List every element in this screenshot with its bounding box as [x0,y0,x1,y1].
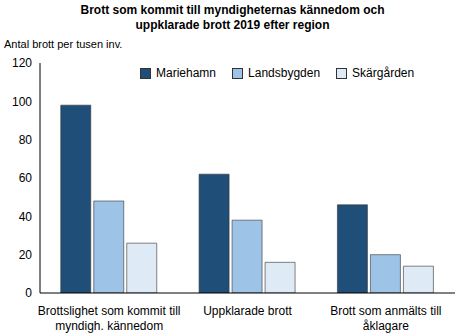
svg-text:Uppklarade brott: Uppklarade brott [203,304,292,318]
html-text:Brott som kommit till myndighe: Brott som kommit till myndigheternas kän… [80,3,385,32]
svg-text:40: 40 [19,210,33,224]
svg-text:20: 20 [19,248,33,262]
html-text:Landsbygden: Landsbygden [248,66,321,80]
html-text:Antal brott per tusen inv.: Antal brott per tusen inv. [4,38,123,50]
html-text:Skärgården: Skärgården [352,66,415,80]
svg-text:0: 0 [25,286,32,300]
svg-text:120: 120 [12,56,32,70]
svg-text:Brottslighet som kommit tillmy: Brottslighet som kommit tillmyndigh. kän… [38,304,181,333]
svg-text:60: 60 [19,171,33,185]
html-text:Mariehamn: Mariehamn [156,66,216,80]
svg-text:80: 80 [19,133,33,147]
svg-text:Brott som anmälts tillåklagare: Brott som anmälts tillåklagare [330,304,441,333]
svg-text:100: 100 [12,95,32,109]
